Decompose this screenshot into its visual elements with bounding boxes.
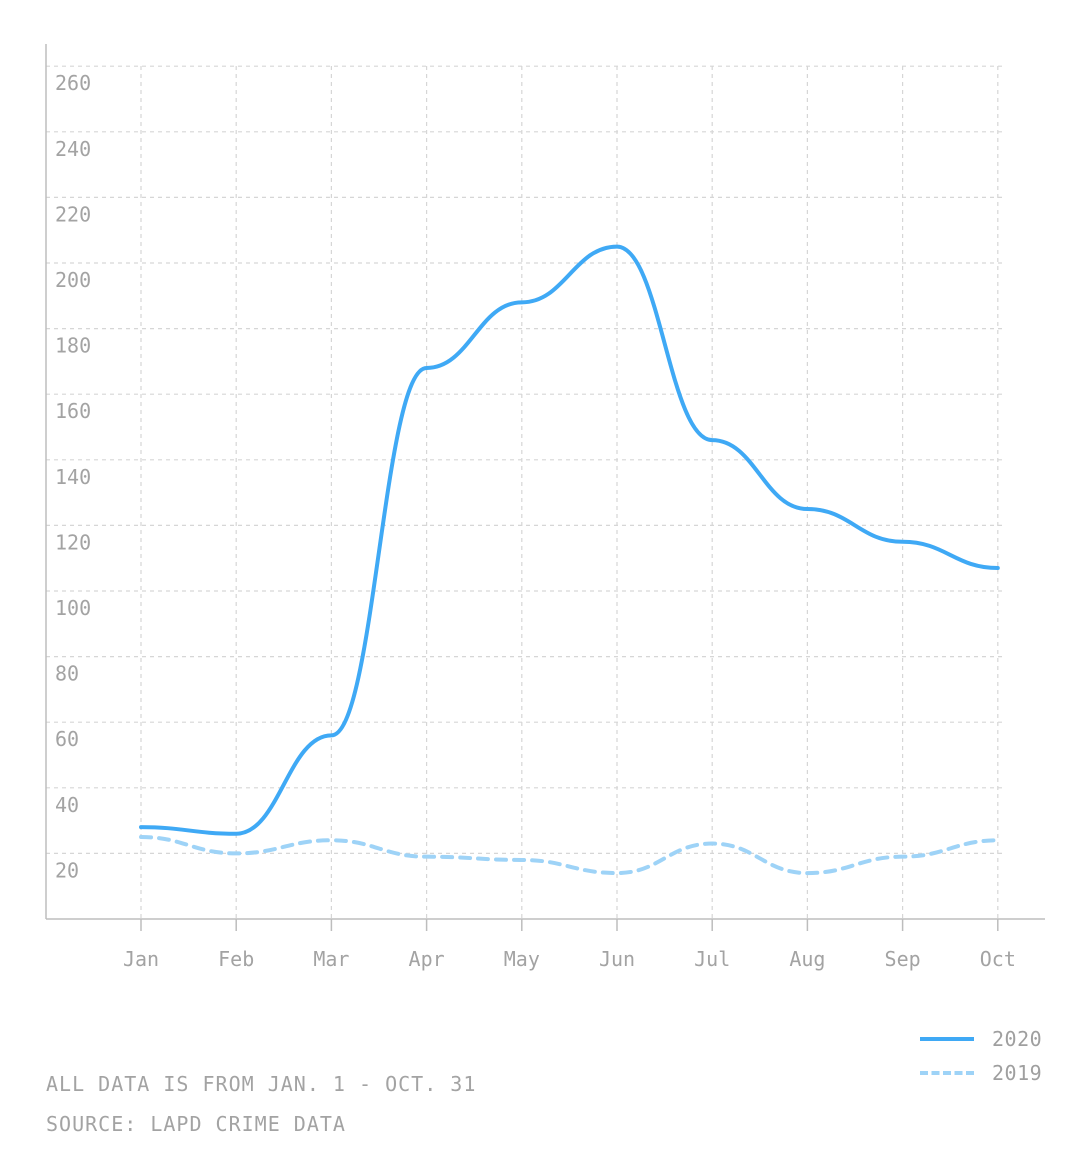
y-tick-label: 20: [55, 858, 79, 882]
legend: 2020 2019: [920, 1022, 1042, 1090]
y-tick-label: 140: [55, 465, 91, 489]
series-lines: [139, 244, 1000, 876]
axes: [45, 44, 1045, 931]
grid: [46, 65, 1002, 919]
y-tick-label: 160: [55, 399, 91, 423]
x-tick-label: May: [504, 947, 540, 971]
chart-notes: ALL DATA IS FROM JAN. 1 - OCT. 31 SOURCE…: [46, 1070, 476, 1150]
data-range-note: ALL DATA IS FROM JAN. 1 - OCT. 31: [46, 1072, 477, 1096]
x-tick-label: Jun: [599, 947, 635, 971]
series-line-2020: [139, 244, 1000, 836]
legend-swatch-solid: [920, 1037, 974, 1041]
y-tick-label: 240: [55, 137, 91, 161]
x-axis-tick-labels: Jan Feb Mar Apr May Jun Jul Aug Sep Oct: [123, 947, 1016, 971]
x-tick-label: Jan: [123, 947, 159, 971]
x-tick-label: Apr: [409, 947, 445, 971]
x-tick-label: Jul: [694, 947, 730, 971]
legend-item-2019: 2019: [920, 1056, 1042, 1090]
y-tick-label: 220: [55, 202, 91, 226]
x-tick-label: Sep: [885, 947, 921, 971]
x-tick-label: Oct: [980, 947, 1016, 971]
source-note: SOURCE: LAPD CRIME DATA: [46, 1112, 346, 1136]
legend-label: 2019: [992, 1061, 1043, 1085]
x-tick-label: Mar: [313, 947, 349, 971]
y-tick-label: 120: [55, 530, 91, 554]
y-tick-label: 80: [55, 662, 79, 686]
series-line-2019: [139, 835, 1000, 876]
y-tick-label: 200: [55, 268, 91, 292]
y-axis-tick-labels: 20 40 60 80 100 120 140 160 180 200 220 240 260: [55, 71, 91, 882]
legend-label: 2020: [992, 1027, 1043, 1051]
y-tick-label: 40: [55, 793, 79, 817]
x-tick-label: Feb: [218, 947, 254, 971]
line-chart: 20 40 60 80 100 120 140 160 180 200 220 240 260 Jan F…: [45, 44, 1045, 971]
y-tick-label: 180: [55, 334, 91, 358]
legend-item-2020: 2020: [920, 1022, 1042, 1056]
y-tick-label: 100: [55, 596, 91, 620]
y-tick-label: 260: [55, 71, 91, 95]
y-tick-label: 60: [55, 727, 79, 751]
x-tick-label: Aug: [789, 947, 825, 971]
legend-swatch-dashed: [920, 1071, 974, 1075]
